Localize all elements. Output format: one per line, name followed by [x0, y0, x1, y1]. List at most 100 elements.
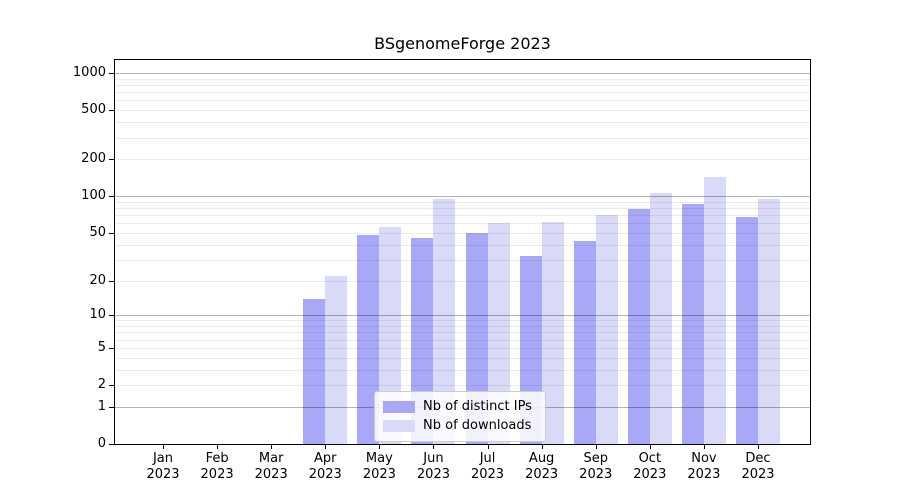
x-tick-label: Aug 2023: [510, 451, 574, 483]
minor-gridline: [115, 280, 810, 282]
y-tick-mark: [109, 315, 114, 317]
bar-downloads: [379, 226, 402, 444]
x-tick-label-line: 2023: [525, 467, 559, 482]
legend-swatch-downloads: [383, 419, 415, 432]
x-tick-label-line: Dec: [745, 451, 771, 466]
y-tick-label: 10: [89, 307, 106, 323]
major-gridline: [115, 73, 810, 74]
bar-distinct-ips: [627, 209, 650, 444]
x-tick-label: Oct 2023: [618, 451, 682, 483]
y-tick-label: 2: [97, 377, 106, 392]
minor-gridline: [115, 385, 810, 386]
x-tick-label: Apr 2023: [293, 451, 357, 483]
minor-gridline: [115, 320, 810, 322]
bar-distinct-ips: [357, 235, 380, 444]
y-tick-mark: [109, 159, 114, 161]
minor-gridline: [115, 201, 810, 203]
x-tick-label-line: Nov: [691, 451, 717, 466]
x-tick-label-line: May: [365, 451, 393, 466]
minor-gridline: [115, 78, 810, 80]
x-tick-label: Mar 2023: [239, 451, 303, 483]
y-tick-mark: [109, 385, 114, 386]
y-tick-mark: [109, 110, 114, 112]
x-tick-mark: [163, 444, 164, 449]
x-tick-mark: [325, 444, 327, 449]
bar-downloads: [703, 176, 726, 444]
y-tick-label: 100: [81, 188, 106, 204]
x-tick-label: Dec 2023: [726, 451, 790, 483]
x-tick-label-line: 2023: [254, 467, 288, 482]
major-gridline: [115, 315, 810, 317]
x-tick-label-line: Aug: [528, 451, 555, 466]
minor-gridline: [115, 122, 810, 124]
minor-gridline: [115, 332, 810, 334]
x-tick-label-line: Apr: [314, 451, 337, 466]
chart-title: BSgenomeForge 2023: [374, 34, 551, 53]
legend: Nb of distinct IPs Nb of downloads: [374, 391, 546, 442]
minor-gridline: [115, 208, 810, 209]
x-tick-label-line: 2023: [579, 467, 613, 482]
y-tick-mark: [109, 347, 114, 349]
x-tick-mark: [271, 444, 273, 449]
minor-gridline: [115, 159, 810, 161]
bar-downloads: [541, 221, 564, 444]
x-tick-label-line: 2023: [416, 467, 450, 482]
bar-distinct-ips: [303, 298, 326, 444]
minor-gridline: [115, 100, 810, 102]
x-tick-label-line: 2023: [741, 467, 775, 482]
x-tick-label: Feb 2023: [185, 451, 249, 483]
minor-gridline: [115, 244, 810, 246]
x-tick-label: May 2023: [347, 451, 411, 483]
x-tick-label-line: Jan: [152, 451, 174, 466]
y-tick-label: 200: [81, 151, 106, 167]
major-gridline: [115, 196, 810, 198]
x-tick-mark: [703, 444, 705, 449]
minor-gridline: [115, 232, 810, 234]
x-tick-label-line: 2023: [362, 467, 396, 482]
x-tick-mark: [379, 444, 381, 449]
plot-area: Nb of distinct IPs Nb of downloads: [115, 60, 810, 444]
bar-distinct-ips: [681, 203, 704, 444]
x-tick-label: Jan 2023: [131, 451, 195, 483]
x-tick-label: Jul 2023: [456, 451, 520, 483]
bar-distinct-ips: [736, 216, 758, 444]
legend-label: Nb of distinct IPs: [423, 399, 532, 414]
x-tick-label-line: Sep: [583, 451, 608, 466]
y-tick-mark: [109, 444, 114, 445]
x-tick-label: Nov 2023: [672, 451, 736, 483]
minor-gridline: [115, 85, 810, 86]
x-tick-label-line: 2023: [308, 467, 342, 482]
legend-label: Nb of downloads: [423, 418, 532, 433]
x-tick-label: Sep 2023: [564, 451, 628, 483]
minor-gridline: [115, 110, 810, 112]
legend-row: Nb of distinct IPs: [383, 397, 537, 416]
x-tick-mark: [595, 444, 597, 449]
legend-swatch-distinct-ips: [383, 400, 415, 413]
bar-distinct-ips: [573, 240, 596, 444]
x-tick-label-line: 2023: [633, 467, 667, 482]
minor-gridline: [115, 223, 810, 225]
minor-gridline: [115, 137, 810, 139]
minor-gridline: [115, 259, 810, 261]
y-tick-label: 1: [97, 398, 106, 414]
x-tick-label-line: 2023: [687, 467, 721, 482]
y-tick-mark: [109, 196, 114, 198]
minor-gridline: [115, 347, 810, 349]
bar-downloads: [595, 215, 618, 444]
x-tick-label-line: Feb: [205, 451, 229, 466]
x-tick-mark: [649, 444, 651, 449]
bar-downloads: [649, 193, 672, 444]
x-tick-label-line: Oct: [638, 451, 662, 466]
minor-gridline: [115, 92, 810, 94]
x-tick-label-line: 2023: [200, 467, 234, 482]
x-tick-label-line: Jun: [423, 451, 444, 466]
y-tick-label: 0: [97, 436, 106, 451]
y-tick-mark: [109, 232, 114, 234]
y-tick-label: 50: [89, 224, 106, 240]
x-tick-mark: [758, 444, 759, 449]
x-tick-mark: [541, 444, 543, 449]
x-tick-mark: [217, 444, 219, 449]
y-tick-label: 500: [81, 102, 106, 118]
bar-downloads: [487, 223, 510, 444]
